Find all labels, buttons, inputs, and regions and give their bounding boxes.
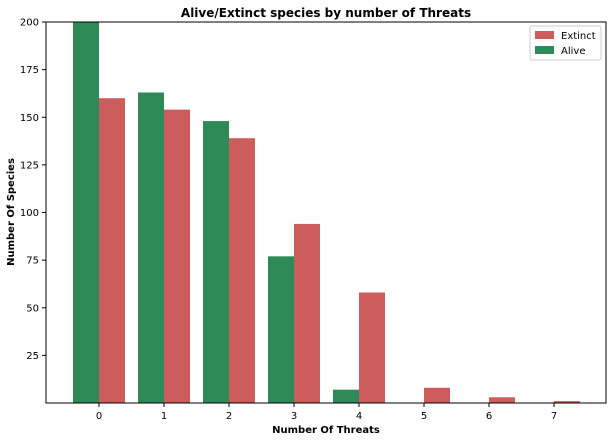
bar-extinct-6 bbox=[489, 397, 515, 403]
legend-swatch-extinct bbox=[535, 31, 554, 39]
y-tick-label: 150 bbox=[20, 113, 39, 124]
y-axis: 25 50 75 100 125 150 175 200 bbox=[20, 18, 46, 362]
x-tick-label: 2 bbox=[226, 411, 232, 422]
x-tick-label: 5 bbox=[421, 411, 427, 422]
y-tick-label: 50 bbox=[26, 303, 39, 314]
bar-extinct-3 bbox=[294, 223, 320, 403]
y-tick-label: 175 bbox=[20, 65, 39, 76]
bar-extinct-0 bbox=[99, 98, 125, 403]
bars-group bbox=[73, 22, 580, 404]
x-tick-label: 1 bbox=[161, 411, 167, 422]
bar-alive-2 bbox=[203, 121, 229, 403]
bar-alive-1 bbox=[138, 92, 164, 404]
bar-extinct-7 bbox=[554, 401, 580, 403]
x-tick-label: 3 bbox=[291, 411, 297, 422]
bar-extinct-5 bbox=[424, 387, 450, 403]
bar-extinct-1 bbox=[164, 109, 190, 403]
bar-extinct-2 bbox=[229, 138, 255, 403]
y-tick-label: 75 bbox=[26, 256, 39, 267]
x-axis-title: Number Of Threats bbox=[272, 425, 380, 436]
y-tick-label: 100 bbox=[20, 208, 39, 219]
legend-label-extinct: Extinct bbox=[561, 31, 596, 42]
chart-title: Alive/Extinct species by number of Threa… bbox=[181, 6, 471, 20]
bar-extinct-4 bbox=[359, 292, 385, 403]
y-tick-label: 200 bbox=[20, 18, 39, 29]
y-tick-label: 25 bbox=[26, 351, 39, 362]
bar-alive-3 bbox=[268, 256, 294, 403]
bar-alive-0 bbox=[73, 22, 99, 403]
legend-swatch-alive bbox=[535, 46, 554, 54]
y-tick-label: 125 bbox=[20, 160, 39, 171]
legend: Extinct Alive bbox=[529, 25, 602, 61]
plot-frame bbox=[45, 21, 607, 404]
legend-label-alive: Alive bbox=[561, 46, 585, 57]
x-tick-label: 4 bbox=[356, 411, 362, 422]
x-tick-label: 0 bbox=[96, 411, 102, 422]
x-tick-label: 6 bbox=[486, 411, 492, 422]
x-axis: 0 1 2 3 4 5 6 7 bbox=[96, 403, 557, 422]
bar-alive-4 bbox=[333, 389, 359, 403]
y-axis-title: Number Of Species bbox=[6, 158, 17, 266]
x-tick-label: 7 bbox=[551, 411, 557, 422]
